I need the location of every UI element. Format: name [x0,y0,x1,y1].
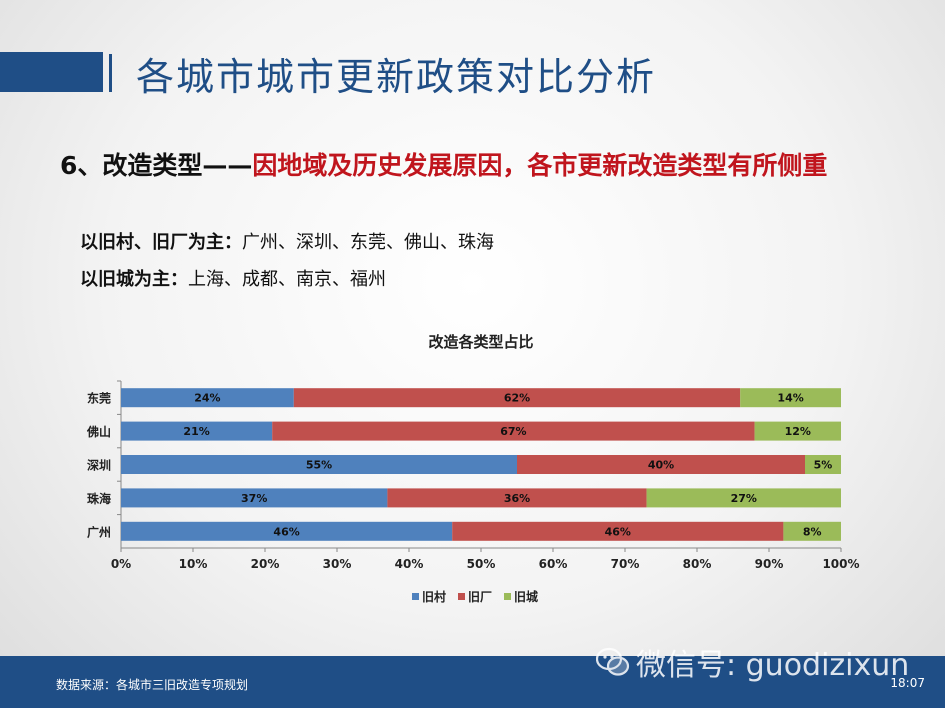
x-tick-label: 10% [179,557,208,571]
category-label: 珠海 [87,491,111,506]
wechat-icon [596,647,630,676]
bar-segment [646,488,841,508]
x-tick-label: 40% [395,557,424,571]
data-label: 8% [803,525,822,538]
category-label: 东莞 [87,391,111,406]
data-label: 46% [605,525,631,538]
x-tick-label: 0% [111,557,131,571]
bar-segment [272,421,755,441]
subtitle-prefix: 6、改造类型—— [60,151,253,180]
bullet-label: 以旧城为主 [80,269,170,290]
data-label: 37% [241,492,267,505]
legend-swatch [412,593,419,600]
legend-swatch [458,593,465,600]
data-label: 24% [194,392,220,405]
bullet-village-factory: 以旧村、旧厂为主：广州、深圳、东莞、佛山、珠海 [80,228,494,254]
section-subtitle: 6、改造类型——因地域及历史发展原因，各市更新改造类型有所侧重 [60,146,827,182]
data-label: 21% [183,425,209,438]
bar-segment [452,521,784,541]
watermark: 微信号: guodizixun [596,640,909,684]
x-tick-label: 100% [822,557,859,571]
bar-segment [121,388,294,408]
bar-segment [121,521,453,541]
bar-segment [740,388,841,408]
data-label: 46% [273,525,299,538]
x-tick-label: 20% [251,557,280,571]
bullet-label: 以旧村、旧厂为主 [80,232,224,253]
bar-segment [387,488,647,508]
bar-segment [293,388,741,408]
chart-title: 改造各类型占比 [428,333,533,351]
data-label: 67% [500,425,526,438]
bar-segment [754,421,841,441]
category-label: 深圳 [87,458,111,473]
data-label: 27% [731,492,757,505]
x-tick-label: 70% [611,557,640,571]
category-label: 佛山 [86,424,111,439]
bar-segment [783,521,841,541]
data-label: 55% [306,459,332,472]
bar-segment [121,455,517,474]
bullet-old-city: 以旧城为主：上海、成都、南京、福州 [80,265,386,291]
legend-swatch [504,593,511,600]
x-tick-label: 90% [755,557,784,571]
bullet-sep: ： [170,269,188,290]
data-label: 62% [504,392,530,405]
legend-label: 旧城 [514,589,538,604]
footer-source: 数据来源：各城市三旧改造专项规划 [56,678,249,692]
x-tick-label: 60% [539,557,568,571]
watermark-text: 微信号: guodizixun [636,648,910,683]
category-label: 广州 [87,524,111,539]
footer-bar [0,656,945,708]
bar-segment [805,455,841,474]
footer-time: 18:07 [890,676,925,690]
title-accent-bar [0,52,103,92]
bullet-sep: ： [224,232,242,253]
subtitle-highlight: 因地域及历史发展原因，各市更新改造类型有所侧重 [252,151,828,180]
title-divider [109,54,112,92]
data-label: 14% [777,392,803,405]
bullet-value: 上海、成都、南京、福州 [188,269,386,290]
x-tick-label: 80% [683,557,712,571]
data-label: 5% [814,459,833,472]
bullet-value: 广州、深圳、东莞、佛山、珠海 [242,232,494,253]
data-label: 12% [785,425,811,438]
bar-segment [121,421,273,441]
x-tick-label: 30% [323,557,352,571]
x-tick-label: 50% [467,557,496,571]
page-title: 各城市城市更新政策对比分析 [136,55,657,99]
bar-segment [517,455,805,474]
data-label: 40% [648,459,674,472]
legend-label: 旧厂 [468,590,492,604]
data-label: 36% [504,492,530,505]
legend-label: 旧村 [422,589,446,604]
bar-segment [121,488,388,508]
